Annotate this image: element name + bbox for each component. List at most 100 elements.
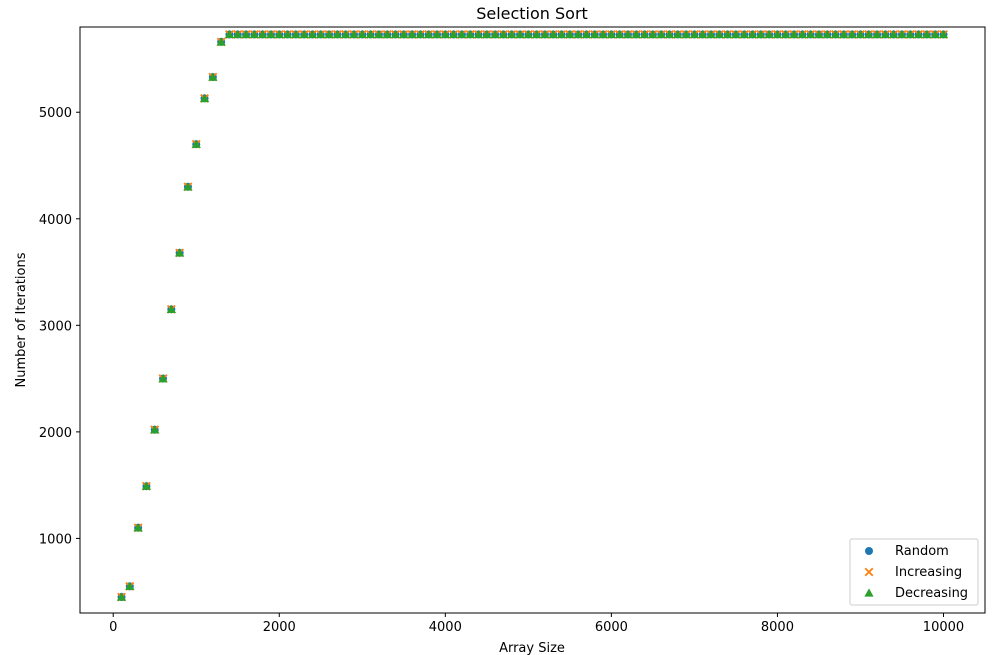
decreasing-point: [756, 29, 766, 39]
y-tick-label: 4000: [39, 213, 72, 228]
decreasing-point: [449, 29, 459, 39]
decreasing-point: [341, 29, 351, 39]
legend-box: [849, 538, 979, 606]
decreasing-point: [216, 37, 226, 46]
decreasing-point: [855, 29, 866, 39]
legend-entry-decreasing: Decreasing: [895, 586, 968, 601]
decreasing-point: [872, 29, 882, 39]
decreasing-point: [723, 29, 733, 39]
decreasing-point: [623, 29, 633, 39]
chart-title: Selection Sort: [476, 4, 588, 23]
decreasing-point: [540, 29, 550, 39]
decreasing-point: [631, 29, 641, 39]
decreasing-point: [116, 592, 127, 601]
legend: Random Increasing Decreasing: [849, 538, 979, 606]
decreasing-point: [158, 374, 168, 383]
decreasing-point: [299, 29, 309, 39]
decreasing-point: [241, 29, 251, 39]
decreasing-point: [839, 29, 849, 39]
x-axis: 0 2000 4000 6000 8000 10000: [109, 613, 964, 635]
decreasing-point: [523, 29, 533, 39]
decreasing-point: [498, 29, 509, 39]
decreasing-point: [905, 29, 915, 39]
decreasing-point: [357, 29, 367, 39]
decreasing-point: [913, 29, 924, 39]
decreasing-point: [349, 29, 359, 39]
decreasing-point: [266, 29, 276, 39]
decreasing-point: [598, 29, 608, 39]
decreasing-point: [889, 29, 899, 39]
decreasing-point: [731, 29, 741, 39]
legend-entry-increasing: Increasing: [895, 565, 962, 580]
decreasing-point: [565, 29, 575, 39]
decreasing-point: [648, 29, 658, 39]
decreasing-point: [282, 29, 293, 39]
decreasing-point: [689, 29, 700, 39]
decreasing-point: [556, 29, 567, 39]
decreasing-point: [656, 29, 666, 39]
y-tick-label: 5000: [39, 106, 72, 121]
decreasing-point: [897, 29, 907, 39]
legend-marker-decreasing: [864, 588, 874, 597]
decreasing-point: [407, 29, 417, 39]
plot-frame: [79, 26, 986, 614]
decreasing-point: [797, 29, 807, 39]
decreasing-point: [399, 29, 409, 39]
decreasing-point: [922, 29, 932, 39]
x-tick-label: 4000: [429, 620, 462, 635]
decreasing-point: [365, 29, 376, 39]
x-tick-label: 2000: [263, 620, 296, 635]
decreasing-point: [739, 29, 749, 39]
decreasing-point: [706, 29, 716, 39]
decreasing-point: [573, 29, 583, 39]
legend-marker-increasing: [864, 567, 874, 577]
decreasing-point: [615, 29, 625, 39]
x-tick-label: 8000: [761, 620, 794, 635]
decreasing-point: [714, 29, 724, 39]
decreasing-point: [747, 29, 758, 39]
decreasing-point: [141, 481, 152, 490]
decreasing-point: [415, 29, 426, 39]
decreasing-point: [581, 29, 592, 39]
decreasing-point: [681, 29, 691, 39]
decreasing-point: [772, 29, 783, 39]
y-tick-label: 3000: [39, 319, 72, 334]
decreasing-point: [490, 29, 500, 39]
decreasing-point: [465, 29, 475, 39]
x-axis-label: Array Size: [499, 641, 565, 655]
legend-entry-random: Random: [895, 544, 949, 559]
decreasing-point: [199, 93, 210, 103]
decreasing-point: [673, 29, 683, 39]
decreasing-point: [249, 29, 259, 39]
decreasing-point: [208, 72, 218, 81]
decreasing-point: [664, 29, 675, 39]
decreasing-point: [133, 523, 143, 532]
decreasing-point: [316, 29, 326, 39]
series-increasing: [117, 30, 948, 602]
decreasing-point: [382, 29, 392, 39]
decreasing-point: [233, 29, 243, 39]
decreasing-point: [175, 248, 185, 257]
decreasing-point: [432, 29, 442, 39]
decreasing-point: [183, 182, 193, 191]
decreasing-point: [814, 29, 824, 39]
decreasing-point: [224, 29, 235, 39]
decreasing-point: [150, 425, 160, 434]
decreasing-point: [847, 29, 857, 39]
decreasing-point: [390, 29, 401, 39]
decreasing-point: [191, 139, 201, 148]
series-decreasing: [116, 29, 949, 601]
decreasing-point: [440, 29, 450, 39]
decreasing-point: [515, 29, 525, 39]
x-tick-label: 6000: [595, 620, 628, 635]
decreasing-point: [374, 29, 384, 39]
y-tick-label: 1000: [39, 532, 72, 547]
x-tick-label: 0: [109, 620, 117, 635]
x-tick-label: 10000: [923, 620, 964, 635]
decreasing-point: [880, 29, 890, 39]
decreasing-point: [830, 29, 841, 39]
decreasing-point: [258, 29, 268, 39]
decreasing-point: [125, 581, 135, 591]
decreasing-point: [482, 29, 492, 39]
